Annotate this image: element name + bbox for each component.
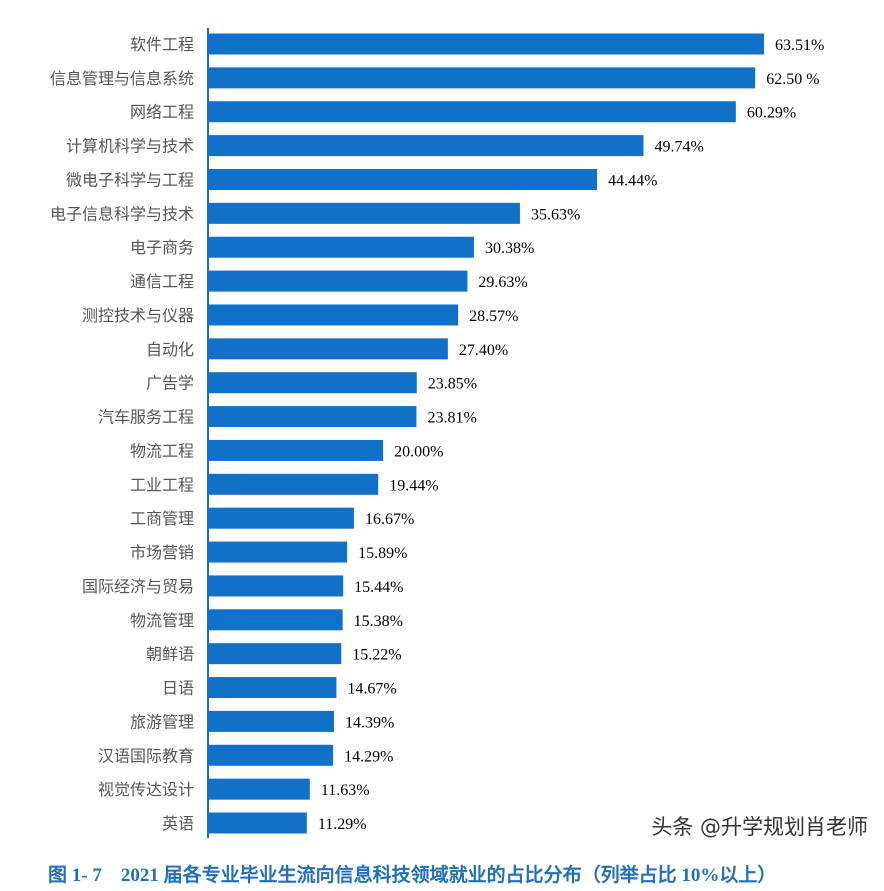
watermark: 头条 @升学规划肖老师 <box>651 815 868 839</box>
value-label: 44.44% <box>608 172 657 189</box>
bar <box>208 609 343 631</box>
bar <box>208 372 417 394</box>
bar <box>208 507 354 529</box>
category-label: 视觉传达设计 <box>98 780 194 799</box>
category-label: 朝鲜语 <box>146 645 194 664</box>
category-label: 计算机科学与技术 <box>66 137 194 156</box>
value-label: 28.57% <box>469 308 518 325</box>
bar <box>208 473 379 495</box>
value-label: 30.38% <box>485 240 534 257</box>
category-label: 工商管理 <box>130 509 194 528</box>
value-label: 11.63% <box>321 782 370 799</box>
bar <box>208 710 334 732</box>
value-label: 49.74% <box>654 139 703 156</box>
value-label: 23.81% <box>427 410 476 427</box>
category-label: 市场营销 <box>130 543 194 562</box>
category-label: 电子信息科学与技术 <box>50 204 194 223</box>
bar <box>208 270 468 292</box>
value-label: 35.63% <box>531 206 580 223</box>
value-label: 20.00% <box>394 443 443 460</box>
value-label: 14.39% <box>345 714 394 731</box>
value-label: 19.44% <box>389 477 438 494</box>
category-label: 自动化 <box>146 340 194 359</box>
category-label: 通信工程 <box>130 272 194 291</box>
value-label: 27.40% <box>459 342 508 359</box>
value-label: 62.50 % <box>766 71 819 88</box>
value-label: 14.29% <box>344 748 393 765</box>
category-label: 英语 <box>162 814 194 833</box>
bar <box>208 236 474 258</box>
value-label: 14.67% <box>347 681 396 698</box>
category-label: 国际经济与贸易 <box>82 577 194 596</box>
bar <box>208 541 348 563</box>
bar <box>208 338 448 360</box>
bar <box>208 135 644 157</box>
category-label: 旅游管理 <box>130 712 194 731</box>
value-label: 11.29% <box>318 816 367 833</box>
value-label: 15.22% <box>352 647 401 664</box>
bar <box>208 33 765 55</box>
category-label: 汉语国际教育 <box>98 746 194 765</box>
bar <box>208 778 310 800</box>
value-label: 23.85% <box>428 376 477 393</box>
bar-chart: 软件工程 63.51% 信息管理与信息系统 62.50 % 网络工程 60.29% 计算机科… <box>50 28 824 838</box>
category-label: 电子商务 <box>130 238 194 257</box>
value-label: 29.63% <box>478 274 527 291</box>
category-label: 测控技术与仪器 <box>82 306 194 325</box>
category-label: 汽车服务工程 <box>98 408 194 427</box>
category-label: 网络工程 <box>130 103 194 122</box>
category-label: 广告学 <box>146 374 194 393</box>
bar <box>208 168 598 190</box>
category-label: 物流工程 <box>130 441 194 460</box>
category-label: 工业工程 <box>130 475 194 494</box>
category-label: 软件工程 <box>130 35 194 54</box>
bar <box>208 575 344 597</box>
bar <box>208 304 459 326</box>
bar <box>208 439 384 461</box>
value-label: 63.51% <box>775 37 824 54</box>
bar <box>208 677 337 699</box>
value-label: 15.89% <box>358 545 407 562</box>
bar <box>208 101 736 123</box>
bar <box>208 202 520 224</box>
bar <box>208 406 417 428</box>
value-label: 15.44% <box>354 579 403 596</box>
category-label: 物流管理 <box>130 611 194 630</box>
value-label: 60.29% <box>747 105 796 122</box>
bar <box>208 744 334 766</box>
category-label: 微电子科学与工程 <box>66 170 194 189</box>
bar <box>208 67 756 89</box>
category-label: 日语 <box>162 679 194 698</box>
category-label: 信息管理与信息系统 <box>50 69 194 88</box>
bar <box>208 643 342 665</box>
bar <box>208 812 307 834</box>
chart-caption: 图 1- 7 2021 届各专业毕业生流向信息科技领域就业的占比分布（列举占比 … <box>48 865 777 886</box>
value-label: 15.38% <box>354 613 403 630</box>
value-label: 16.67% <box>365 511 414 528</box>
